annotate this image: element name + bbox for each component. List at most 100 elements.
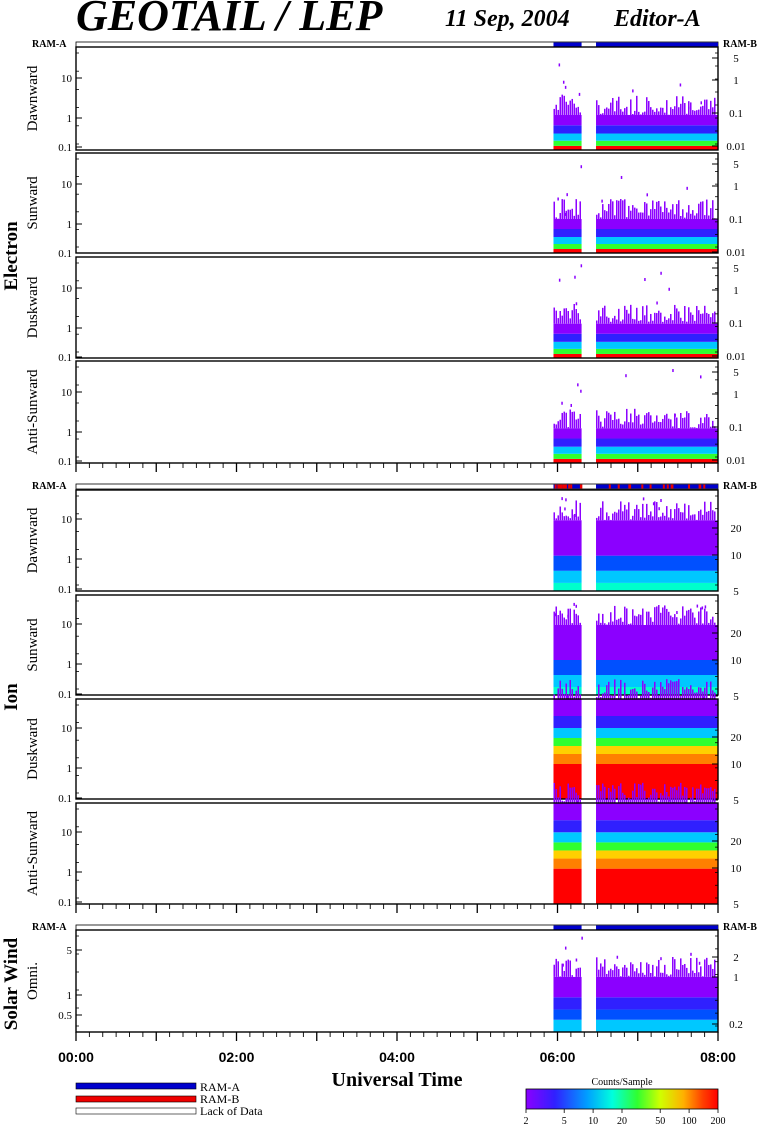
panel-ion-duskward: Duskward 10 1 0.1 20 10 5 bbox=[25, 679, 742, 807]
spectrogram-speckle bbox=[684, 963, 686, 977]
spectrogram-speckle bbox=[714, 622, 716, 625]
spectrogram-speckle bbox=[553, 201, 555, 219]
ram-b-mark-ion bbox=[699, 484, 702, 489]
spectrogram-speckle bbox=[628, 623, 630, 625]
spectrogram-speckle bbox=[702, 201, 704, 219]
right-tick-label: 5 bbox=[733, 159, 739, 171]
spectrogram-speckle bbox=[553, 512, 555, 521]
spectrogram-speckle bbox=[624, 964, 626, 977]
spectrogram-speckle bbox=[559, 419, 561, 429]
spectrogram-speckle bbox=[692, 427, 694, 429]
spectrogram-band bbox=[553, 687, 582, 695]
spectrogram-speckle bbox=[602, 307, 604, 324]
spectrogram-speckle bbox=[700, 687, 702, 699]
spectrogram-speckle bbox=[672, 109, 674, 115]
spectrogram-speckle bbox=[565, 412, 567, 429]
spectrogram-speckle bbox=[565, 960, 567, 977]
spectrogram-speckle bbox=[696, 213, 698, 219]
spectrogram-band bbox=[596, 348, 718, 354]
spectrogram-speckle bbox=[712, 690, 714, 699]
spectrogram-speckle bbox=[636, 415, 638, 429]
spectrogram-band bbox=[596, 249, 718, 253]
spectrogram-speckle bbox=[624, 504, 626, 521]
spectrogram-dot bbox=[562, 963, 564, 967]
spectrogram-speckle bbox=[652, 687, 654, 699]
spectrogram-speckle bbox=[680, 317, 682, 324]
spectrogram-speckle bbox=[559, 213, 561, 219]
spectrogram-speckle bbox=[612, 621, 614, 625]
spectrogram-speckle bbox=[606, 411, 608, 429]
spectrogram-speckle bbox=[640, 424, 642, 429]
spectrogram-speckle bbox=[563, 95, 565, 115]
spectrogram-speckle bbox=[648, 514, 650, 521]
ram-b-mark-ion bbox=[670, 484, 673, 489]
spectrogram-band bbox=[596, 976, 718, 998]
spectrogram-dot bbox=[566, 695, 569, 699]
spectrogram-speckle bbox=[706, 681, 708, 699]
spectrogram-speckle bbox=[577, 313, 579, 324]
spectrogram-speckle bbox=[638, 111, 640, 115]
spectrogram-speckle bbox=[571, 975, 573, 977]
spectrogram-speckle bbox=[630, 689, 632, 699]
spectrogram-speckle bbox=[618, 969, 620, 977]
spectrogram-band bbox=[553, 237, 582, 244]
spectrogram-speckle bbox=[682, 687, 684, 699]
spectrogram-speckle bbox=[559, 976, 561, 977]
right-tick-label: 5 bbox=[733, 691, 739, 703]
spectrogram-speckle bbox=[571, 623, 573, 625]
spectrogram-dot bbox=[561, 702, 563, 706]
spectrogram-speckle bbox=[664, 316, 666, 324]
spectrogram-speckle bbox=[559, 680, 561, 699]
spectrogram-speckle bbox=[704, 687, 706, 699]
spectrogram-speckle bbox=[626, 106, 628, 115]
spectrogram-speckle bbox=[652, 320, 654, 324]
spectrogram-speckle bbox=[612, 318, 614, 324]
spectrogram-speckle bbox=[652, 200, 654, 219]
spectrogram-dot bbox=[676, 611, 678, 615]
spectrogram-speckle bbox=[624, 421, 626, 429]
spectrogram-speckle bbox=[680, 782, 682, 803]
spectrogram-speckle bbox=[672, 617, 674, 625]
group-label-ion: Ion bbox=[1, 683, 22, 711]
spectrogram-speckle bbox=[573, 411, 575, 429]
spectrogram-speckle bbox=[650, 511, 652, 521]
spectrogram-speckle bbox=[624, 199, 626, 219]
spectrogram-band bbox=[553, 145, 582, 150]
spectrogram-speckle bbox=[555, 958, 557, 977]
spectrogram-speckle bbox=[575, 419, 577, 429]
spectrogram-speckle bbox=[700, 313, 702, 324]
spectrogram-band bbox=[553, 348, 582, 354]
spectrogram-speckle bbox=[630, 962, 632, 977]
spectrogram-speckle bbox=[642, 503, 644, 521]
spectrogram-band bbox=[596, 625, 718, 660]
panels-layer: Dawnward 10 1 0.1 5 1 0.1 0.01 Sunward 10 1 0.1 5 1 0.… bbox=[25, 41, 746, 1041]
spectrogram-dot bbox=[699, 375, 702, 379]
spectrogram-speckle bbox=[638, 973, 640, 977]
spectrogram-dot bbox=[570, 403, 572, 407]
spectrogram-band bbox=[596, 570, 718, 583]
spectrogram-speckle bbox=[646, 690, 648, 699]
spectrogram-speckle bbox=[660, 422, 662, 429]
spectrogram-dot bbox=[698, 961, 701, 965]
spectrogram-dot bbox=[562, 80, 565, 84]
spectrogram-speckle bbox=[666, 974, 668, 977]
spectrogram-speckle bbox=[604, 692, 606, 699]
spectrogram-speckle bbox=[690, 102, 692, 115]
spectrogram-band bbox=[596, 453, 718, 459]
spectrogram-speckle bbox=[698, 611, 700, 625]
right-tick-label: 0.2 bbox=[729, 1019, 743, 1031]
spectrogram-speckle bbox=[608, 317, 610, 324]
spectrogram-speckle bbox=[708, 417, 710, 429]
spectrogram-dot bbox=[660, 499, 662, 503]
spectrogram-speckle bbox=[602, 204, 604, 219]
spectrogram-speckle bbox=[596, 957, 598, 977]
spectrogram-speckle bbox=[668, 683, 670, 699]
spectrogram-speckle bbox=[602, 613, 604, 625]
spectrogram-speckle bbox=[622, 621, 624, 625]
spectrogram-speckle bbox=[616, 512, 618, 521]
spectrogram-speckle bbox=[700, 784, 702, 803]
spectrogram-speckle bbox=[553, 423, 555, 429]
spectrogram-speckle bbox=[682, 512, 684, 521]
ram-b-mark-ion bbox=[608, 484, 611, 489]
spectrogram-speckle bbox=[610, 612, 612, 625]
